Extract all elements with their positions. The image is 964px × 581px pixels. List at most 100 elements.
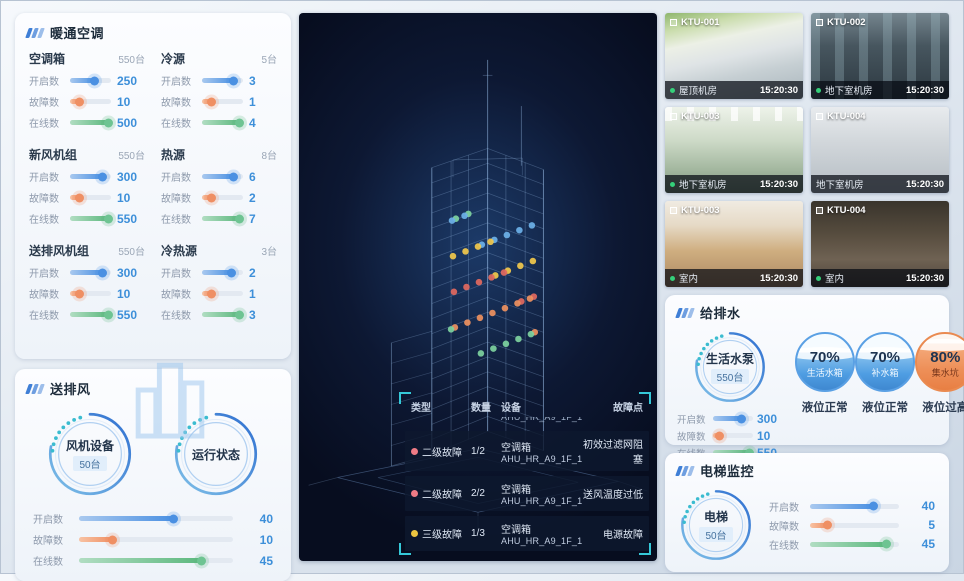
- bar-track: [70, 120, 111, 125]
- bar-fill: [202, 120, 240, 125]
- bar-fill: [70, 312, 109, 317]
- bar-track: [713, 450, 753, 455]
- stat-value: 2: [249, 190, 256, 205]
- bar-fill: [70, 99, 81, 104]
- fault-row[interactable]: 二级故障 1/2 空调箱 AHU_HR_A9_1F_1 初效过滤网阻塞: [405, 431, 649, 471]
- camera-feed-2[interactable]: KTU-002 地下室机房 15:20:30: [811, 13, 949, 99]
- camera-feed-3[interactable]: KTU-003 地下室机房 15:20:30: [665, 107, 803, 193]
- stat-row: 故障数 5: [769, 518, 935, 533]
- panel-slashes-icon: [675, 307, 695, 318]
- hvac-group-fresh-air: 新风机组 550台 开启数 300 故障数 10 在线数: [29, 146, 145, 229]
- bar-fill: [202, 291, 213, 296]
- camera-location: 地下室机房: [825, 86, 873, 97]
- panel-hvac: 暖通空调 空调箱 550台 开启数 250 故障数: [15, 13, 291, 359]
- camera-timestamp: 15:20:30: [905, 178, 944, 190]
- stat-row: 故障数 2: [161, 187, 277, 208]
- bar-track: [202, 291, 243, 296]
- severity-dot-icon: [411, 530, 418, 537]
- camera-location: 室内: [825, 274, 845, 285]
- stat-row: 故障数 1: [161, 283, 277, 304]
- tank-percent: 70%: [869, 348, 901, 366]
- gauge-ring: [681, 490, 751, 560]
- stat-row: 在线数 550: [29, 208, 145, 229]
- bar-fill: [70, 195, 81, 200]
- camera-icon: [670, 113, 677, 120]
- stat-row: 故障数 10: [33, 532, 273, 548]
- hvac-group-cold-source: 冷源 5台 开启数 3 故障数 1 在线数: [161, 50, 277, 133]
- fault-count: 1/2: [471, 445, 485, 457]
- stat-value: 5: [928, 518, 935, 532]
- bar-fill: [810, 541, 887, 547]
- tank-makeup-water: 70% 补水箱 液位正常: [855, 332, 915, 461]
- bar-fill: [202, 174, 234, 179]
- building-3d-view[interactable]: 类型 数量 设备 故障点 AHU_HR_A9_1F_1 二级故障 1/2 空调箱…: [299, 13, 657, 561]
- stat-value: 10: [757, 428, 771, 443]
- camera-location: 屋顶机房: [679, 86, 718, 97]
- bar-fill: [79, 558, 203, 563]
- panel-water-supply: 给排水: [665, 295, 964, 460]
- camera-feed-5[interactable]: KTU-003 室内 15:20:30: [665, 201, 803, 287]
- gauge-title: 风机设备: [65, 439, 114, 453]
- tank-name: 集水坑: [931, 368, 959, 379]
- stat-value: 250: [117, 73, 138, 88]
- group-name: 热源: [161, 148, 186, 162]
- camera-feed-4[interactable]: KTU-004 地下室机房 15:20:30: [811, 107, 949, 193]
- fault-row[interactable]: 三级故障 1/3 空调箱 AHU_HR_A9_1F_1 电源故障: [405, 516, 649, 551]
- panel-slashes-icon: [25, 27, 45, 38]
- online-dot-icon: [670, 87, 675, 93]
- bar-track: [202, 195, 243, 200]
- bar-fill: [70, 78, 95, 83]
- tank-level-gauge: 70% 生活水箱: [794, 332, 855, 392]
- gauge-ring: [695, 332, 765, 402]
- gauge-ring: [174, 412, 258, 496]
- camera-feed-1[interactable]: KTU-001 屋顶机房 15:20:30: [665, 13, 803, 99]
- stat-row: 在线数 550: [29, 304, 145, 325]
- camera-feed-6[interactable]: KTU-004 室内 15:20:30: [811, 201, 949, 287]
- gauge-title: 生活水泵: [705, 352, 754, 366]
- right-column: KTU-001 屋顶机房 15:20:30 KTU-002 地下室机房 15:2…: [665, 13, 964, 572]
- tank-name: 生活水箱: [806, 368, 843, 379]
- gauge-title: 电梯: [703, 510, 728, 524]
- gauge-fan-devices: 风机设备 50台: [44, 408, 136, 500]
- hvac-group-ahu: 空调箱 550台 开启数 250 故障数 10 在线数: [29, 50, 145, 133]
- panel-hvac-header: 暖通空调: [25, 23, 279, 42]
- left-column: 暖通空调 空调箱 550台 开启数 250 故障数: [15, 13, 291, 581]
- bar-track: [810, 522, 899, 528]
- camera-location: 地下室机房: [816, 180, 864, 191]
- hvac-group-supply-exhaust: 送排风机组 550台 开启数 300 故障数 10 在线数: [29, 242, 145, 325]
- bar-track: [713, 416, 753, 421]
- fault-count: 1/3: [471, 528, 485, 539]
- building-icon: [135, 362, 205, 439]
- bar-track: [202, 174, 243, 179]
- bar-track: [79, 558, 233, 563]
- camera-icon: [816, 207, 823, 214]
- fault-point: 送风温度过低: [583, 490, 643, 501]
- group-name: 空调箱: [29, 52, 66, 66]
- stat-value: 7: [249, 211, 256, 226]
- stat-row: 故障数 10: [29, 91, 145, 112]
- gauge-title: 运行状态: [191, 447, 240, 462]
- stat-value: 500: [117, 115, 138, 130]
- stat-row: 开启数 3: [161, 70, 277, 91]
- stat-row: 开启数 300: [29, 262, 145, 283]
- bar-fill: [202, 99, 213, 104]
- stat-value: 40: [921, 499, 935, 513]
- bar-track: [70, 291, 111, 296]
- bar-fill: [713, 416, 742, 421]
- camera-icon: [670, 19, 677, 26]
- group-total: 550台: [118, 151, 145, 162]
- bar-fill: [79, 516, 175, 521]
- fault-row[interactable]: 二级故障 2/2 空调箱 AHU_HR_A9_1F_1 送风温度过低: [405, 476, 649, 511]
- group-total: 550台: [118, 55, 145, 66]
- stat-value: 10: [117, 286, 131, 301]
- severity-dot-icon: [411, 447, 418, 455]
- bar-track: [202, 99, 243, 104]
- stat-row: 开启数 6: [161, 166, 277, 187]
- stat-value: 4: [249, 115, 256, 130]
- group-total: 550台: [118, 247, 145, 258]
- gauge-count: 50台: [699, 527, 733, 542]
- panel-slashes-icon: [25, 383, 45, 394]
- stat-row: 开启数 40: [769, 499, 935, 514]
- stat-value: 300: [757, 411, 778, 426]
